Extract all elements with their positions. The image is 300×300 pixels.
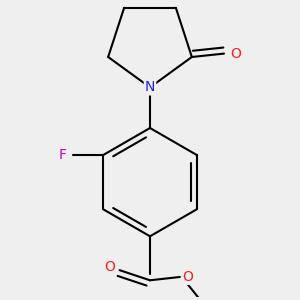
- Text: N: N: [145, 80, 155, 94]
- Text: F: F: [58, 148, 67, 162]
- Text: O: O: [104, 260, 115, 274]
- Text: O: O: [182, 270, 193, 284]
- Text: O: O: [230, 46, 241, 61]
